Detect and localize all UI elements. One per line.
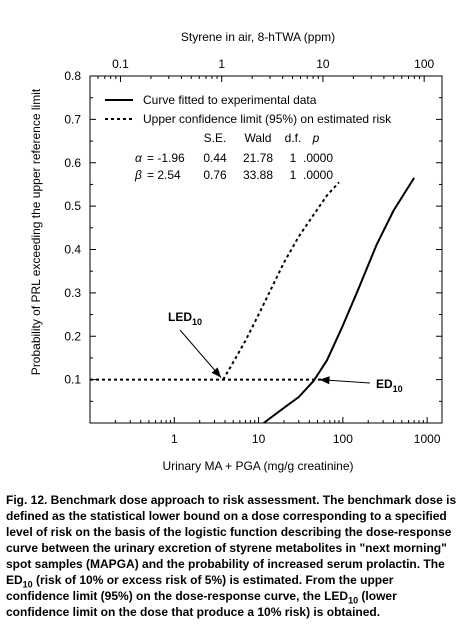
stats-beta-df: 1 — [290, 168, 297, 182]
stats-beta-estimate: = 2.54 — [147, 168, 181, 182]
stats-alpha-se: 0.44 — [203, 151, 227, 165]
led10-label: LED10 — [168, 310, 202, 327]
led10-arrow-head — [211, 367, 222, 378]
x-tick-label: 10 — [252, 432, 266, 446]
led10-annotation: LED10 — [168, 310, 222, 378]
top-x-tick-label: 100 — [414, 57, 434, 71]
series-layer — [90, 177, 415, 424]
y-tick-label: 0.2 — [64, 329, 81, 343]
stats-header-se: S.E. — [204, 131, 227, 145]
stats-beta-se: 0.76 — [203, 168, 227, 182]
ed10-annotation: ED10 — [319, 376, 403, 394]
x-axis-title: Urinary MA + PGA (mg/g creatinine) — [162, 459, 353, 473]
stats-beta-p: .0000 — [303, 168, 333, 182]
stats-table: S.E. Wald d.f. p α = -1.96 0.44 21.78 1 … — [134, 131, 333, 182]
plot-frame — [89, 75, 443, 424]
legend-label-fitted: Curve fitted to experimental data — [143, 93, 317, 107]
caption-part-2: (risk of 10% or excess risk of 5%) is es… — [6, 573, 394, 603]
top-x-tick-label: 1 — [218, 57, 225, 71]
legend: Curve fitted to experimental data Upper … — [105, 93, 392, 126]
y-tick-label: 0.1 — [64, 373, 81, 387]
caption-sub-1: 10 — [22, 579, 33, 590]
figure-caption: Fig. 12. Benchmark dose approach to risk… — [6, 492, 460, 620]
top-x-tick-label: 10 — [316, 57, 330, 71]
upper-confidence-curve — [222, 181, 340, 381]
y-axis-title: Probability of PRL exceeding the upper r… — [29, 88, 43, 375]
y-tick-label: 0.7 — [64, 112, 81, 126]
top-x-tick-labels: 0.1 1 10 100 — [112, 57, 434, 71]
stats-header-wald: Wald — [245, 131, 272, 145]
ed10-label: ED10 — [376, 377, 403, 394]
y-tick-labels: 0.1 0.2 0.3 0.4 0.5 0.6 0.7 0.8 — [64, 69, 81, 387]
stats-alpha-p: .0000 — [303, 151, 333, 165]
x-tick-labels: 1 10 100 1000 — [171, 432, 441, 446]
axis-ticks — [89, 75, 442, 423]
stats-header-p: p — [312, 131, 320, 145]
caption-part-1: Fig. 12. Benchmark dose approach to risk… — [6, 493, 457, 587]
stats-alpha-estimate: = -1.96 — [147, 151, 185, 165]
stats-beta-wald: 33.88 — [243, 168, 273, 182]
led10-arrow-line — [179, 329, 222, 378]
y-tick-label: 0.4 — [64, 243, 81, 257]
benchmark-dose-chart: 0.1 0.2 0.3 0.4 0.5 0.6 0.7 0.8 1 10 100 1000 0.1 1… — [29, 30, 443, 473]
legend-label-upper-limit: Upper confidence limit (95%) on estimate… — [143, 112, 392, 126]
stats-alpha-df: 1 — [290, 151, 297, 165]
stats-header-df: d.f. — [285, 131, 302, 145]
y-tick-label: 0.8 — [64, 69, 81, 83]
caption-part-3: (lower confidence limit on the dose that… — [6, 589, 397, 619]
top-axis-title: Styrene in air, 8-hTWA (ppm) — [181, 30, 335, 44]
caption-sub-2: 10 — [348, 595, 359, 606]
fitted-curve — [263, 177, 415, 424]
y-tick-label: 0.5 — [64, 199, 81, 213]
x-tick-label: 1 — [171, 432, 178, 446]
x-tick-label: 100 — [333, 432, 353, 446]
top-x-tick-label: 0.1 — [112, 57, 129, 71]
y-tick-label: 0.3 — [64, 286, 81, 300]
x-tick-label: 1000 — [414, 432, 441, 446]
stats-alpha-symbol: α — [135, 151, 143, 165]
y-tick-label: 0.6 — [64, 156, 81, 170]
stats-beta-symbol: β — [134, 168, 142, 182]
ed10-arrow-head — [319, 376, 330, 385]
stats-alpha-wald: 21.78 — [243, 151, 273, 165]
